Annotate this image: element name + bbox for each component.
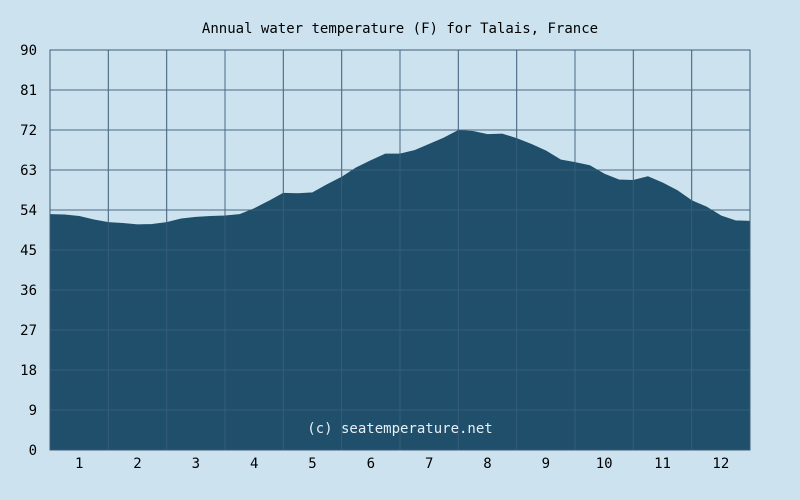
y-tick-label: 0 [29, 443, 37, 459]
y-tick-label: 54 [20, 203, 37, 219]
y-tick-label: 18 [20, 363, 37, 379]
x-tick-label: 3 [192, 456, 200, 472]
y-axis-ticks: 0 9 18 27 36 45 54 63 72 81 90 [20, 43, 37, 459]
plot-frame [49, 49, 751, 451]
x-axis-ticks: 1 2 3 4 5 6 7 8 9 10 11 12 [75, 456, 729, 472]
y-tick-label: 63 [20, 163, 37, 179]
y-tick-label: 81 [20, 83, 37, 99]
watermark: (c) seatemperature.net [307, 421, 492, 437]
y-tick-label: 36 [20, 283, 37, 299]
x-tick-label: 2 [133, 456, 141, 472]
x-tick-label: 5 [308, 456, 316, 472]
x-tick-label: 4 [250, 456, 258, 472]
x-tick-label: 7 [425, 456, 433, 472]
y-tick-label: 27 [20, 323, 37, 339]
y-tick-label: 90 [20, 43, 37, 59]
x-tick-label: 9 [542, 456, 550, 472]
y-tick-label: 72 [20, 123, 37, 139]
x-tick-label: 6 [367, 456, 375, 472]
x-tick-label: 1 [75, 456, 83, 472]
chart-title: Annual water temperature (F) for Talais,… [202, 21, 598, 37]
x-tick-label: 10 [596, 456, 613, 472]
x-tick-label: 11 [654, 456, 671, 472]
x-tick-label: 12 [712, 456, 729, 472]
y-tick-label: 9 [29, 403, 37, 419]
y-tick-label: 45 [20, 243, 37, 259]
plot-border [49, 49, 751, 451]
x-tick-label: 8 [483, 456, 491, 472]
